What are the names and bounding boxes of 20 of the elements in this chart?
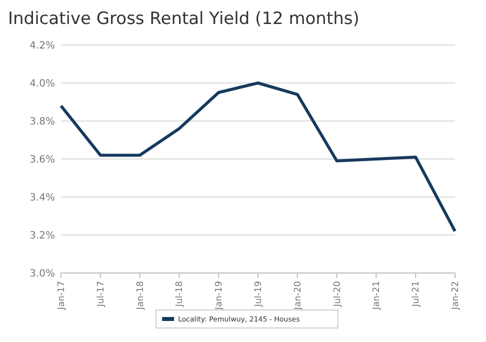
x-tick-label: Jul-19 [254, 280, 264, 308]
x-tick-label: Jan-22 [451, 281, 461, 311]
x-tick-label: Jul-18 [175, 280, 186, 308]
x-tick-label: Jul-17 [96, 281, 106, 308]
chart-title: Indicative Gross Rental Yield (12 months) [8, 9, 360, 29]
y-tick-label: 3.0% [30, 268, 55, 280]
y-tick-label: 4.0% [30, 78, 55, 90]
x-tick-label: Jan-21 [372, 281, 382, 311]
x-tick-label: Jul-21 [412, 281, 422, 308]
y-tick-label: 3.6% [30, 154, 55, 166]
x-tick-label: Jan-19 [214, 280, 225, 311]
y-tick-label: 3.2% [30, 230, 55, 242]
y-tick-label: 3.4% [30, 192, 55, 204]
x-tick-label: Jul-20 [332, 280, 343, 308]
y-tick-label: 4.2% [30, 40, 55, 52]
x-tick-label: Jan-20 [293, 280, 304, 311]
x-tick-label: Jan-17 [57, 281, 67, 311]
y-tick-label: 3.8% [30, 116, 55, 128]
line-series [60, 82, 456, 233]
x-tick-label: Jan-18 [136, 280, 146, 311]
